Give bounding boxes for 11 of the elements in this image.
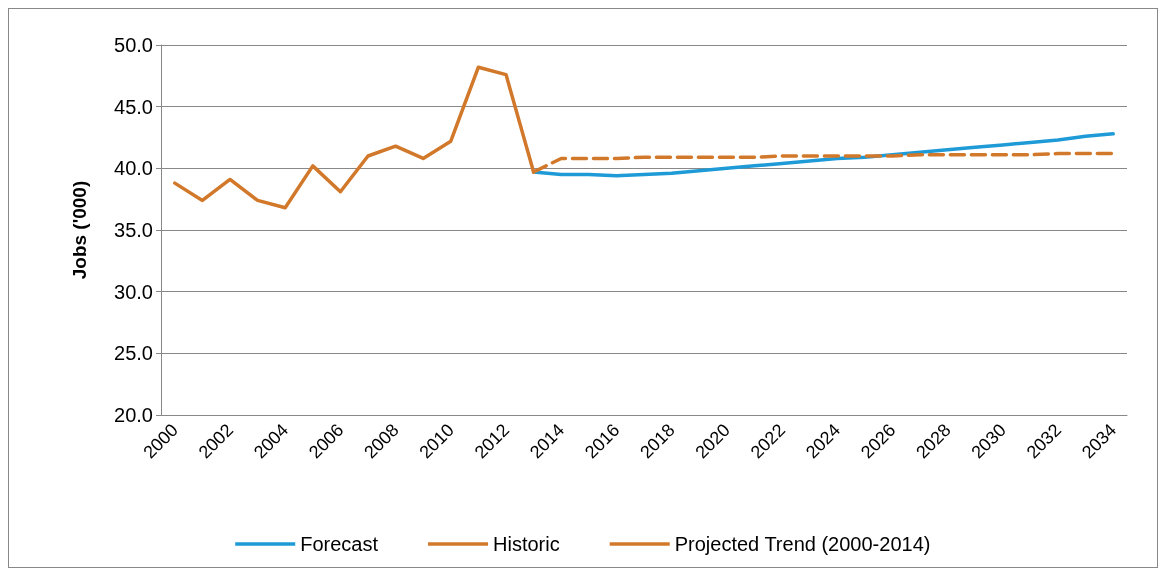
y-tick-label: 35.0 bbox=[114, 219, 153, 241]
legend-label: Forecast bbox=[300, 533, 379, 555]
y-axis-title: Jobs ('000) bbox=[69, 180, 90, 280]
y-tick-label: 25.0 bbox=[114, 342, 153, 365]
y-tick-label: 30.0 bbox=[114, 280, 153, 303]
y-tick-label: 50.0 bbox=[114, 34, 153, 56]
legend-label: Projected Trend (2000-2014) bbox=[674, 533, 931, 555]
y-tick-label: 20.0 bbox=[114, 404, 153, 426]
y-tick-label: 45.0 bbox=[114, 95, 153, 118]
legend-label: Historic bbox=[493, 533, 560, 555]
y-tick-label: 40.0 bbox=[114, 157, 153, 180]
